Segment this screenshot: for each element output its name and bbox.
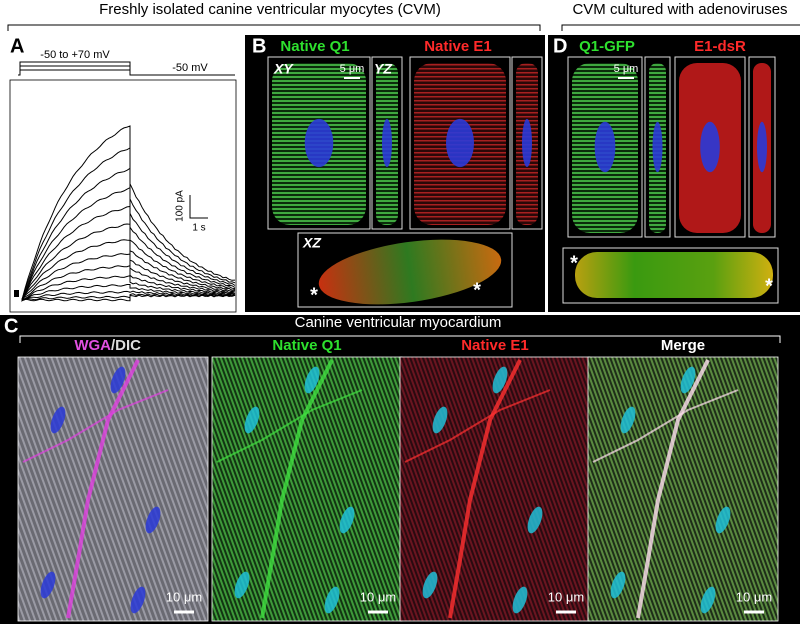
panel-label: B [252,35,266,57]
voltage-protocol [18,61,235,76]
nucleus [50,406,66,434]
cell-section [575,252,773,298]
image-title: Native E1 [461,337,529,354]
scale-label: 100 pA [175,190,186,222]
current-trace [21,275,236,301]
panel-label: A [10,35,24,57]
nucleus [432,406,448,434]
nucleus [304,366,320,394]
membrane-streak [636,359,710,619]
image-title: Merge [661,337,705,354]
nucleus [304,118,334,168]
nucleus [324,586,340,614]
scale-label: 10 μm [736,589,772,604]
current-trace [21,125,236,301]
scale-label: 10 μm [548,589,584,604]
nucleus [244,406,260,434]
nucleus [610,571,626,599]
current-trace [21,265,236,300]
nucleus [620,406,636,434]
scale-label: 5 μm [340,63,365,75]
nucleus [446,118,474,168]
protocol-label: -50 to +70 mV [40,49,110,61]
asterisk: * [473,279,481,301]
image-title: /DIC [111,337,141,354]
asterisk: * [570,252,578,274]
nucleus [130,586,146,614]
view-label: YZ [374,61,392,77]
nucleus [234,571,250,599]
nucleus [339,506,355,534]
current-trace [21,253,235,300]
panel-title: Canine ventricular myocardium [295,314,502,331]
membrane-streak [66,359,140,619]
membrane-streak [216,389,363,463]
nucleus [492,366,508,394]
bracket [19,335,781,343]
membrane-streak [404,389,551,463]
bracket [7,24,541,31]
image-title: Native E1 [424,38,492,55]
view-label: XZ [302,235,321,251]
protocol-label: -50 mV [172,62,208,74]
nucleus [715,506,731,534]
view-label: XY [273,61,294,77]
frame [9,79,237,313]
membrane-streak [260,359,334,619]
asterisk: * [310,284,318,306]
current-trace [21,167,236,300]
panel-label: C [4,315,18,337]
nucleus [422,571,438,599]
image-title: Native Q1 [280,38,349,55]
current-trace [21,294,236,302]
scale-bar [189,195,208,219]
current-trace [21,239,236,303]
asterisk: * [765,275,773,297]
membrane-streak [22,389,169,463]
nucleus [512,586,528,614]
nucleus [522,118,532,168]
nucleus [40,571,56,599]
current-trace [21,205,236,301]
image-title: Q1-GFP [579,38,635,55]
panel-label: D [553,35,567,57]
nucleus [680,366,696,394]
nucleus [652,121,663,173]
membrane-streak [448,359,522,619]
current-trace [21,223,236,302]
nucleus [145,506,161,534]
marker [14,290,19,297]
nucleus [594,121,616,173]
nucleus [757,121,767,173]
scale-label: 5 μm [614,63,639,75]
current-trace [21,290,236,302]
scale-label: 10 μm [360,589,396,604]
membrane-streak [592,389,739,463]
header-title: CVM cultured with adenoviruses [572,1,787,18]
header-title: Freshly isolated canine ventricular myoc… [99,1,441,18]
current-trace [21,147,236,300]
nucleus [382,118,392,168]
nucleus [110,366,126,394]
bracket [561,24,800,31]
current-trace [21,284,236,301]
nucleus [700,121,720,173]
image-title: Native Q1 [272,337,341,354]
image-title: WGA [74,337,111,354]
nucleus [700,586,716,614]
nucleus [527,506,543,534]
current-trace [21,186,236,301]
micrograph [211,356,403,622]
scale-label: 10 μm [166,589,202,604]
current-trace [21,293,236,302]
image-title: E1-dsR [694,38,746,55]
scale-label: 1 s [192,223,205,234]
cell-section [318,239,502,305]
